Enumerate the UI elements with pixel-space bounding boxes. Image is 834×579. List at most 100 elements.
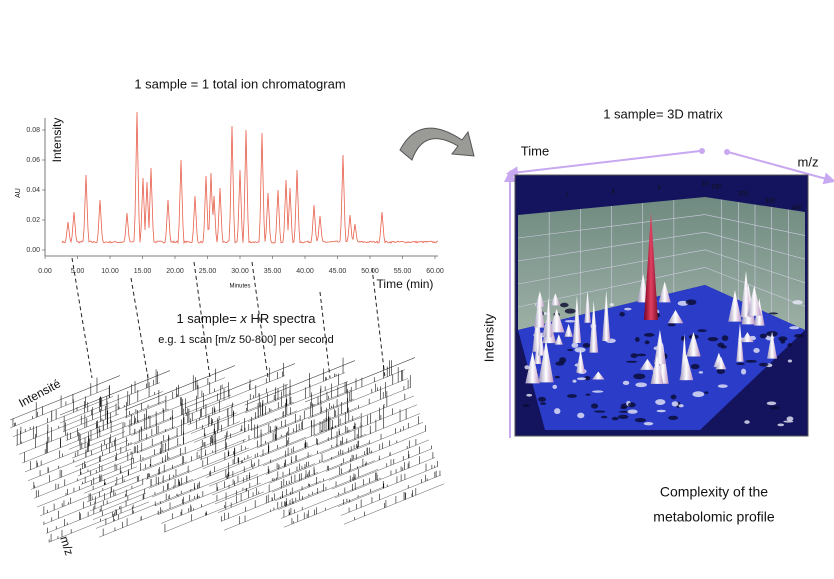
- spectrum-base: [158, 474, 258, 515]
- spectrum-base: [164, 491, 264, 533]
- spectrum-base: [281, 477, 381, 519]
- spectrum-base: [185, 375, 285, 417]
- spectrum-base: [200, 419, 300, 461]
- floor-speck: [522, 404, 530, 408]
- floor-speck: [643, 421, 654, 426]
- floor-speck: [635, 382, 647, 388]
- surface-peak: [728, 290, 742, 322]
- spectrum-base: [251, 389, 351, 431]
- spectrum: [305, 357, 444, 525]
- time-tick-label: 7: [565, 194, 569, 200]
- floor-speck: [780, 339, 786, 344]
- spectrum-base: [224, 489, 324, 531]
- y-tick-label: 0.00: [26, 247, 40, 254]
- floor-speck: [567, 394, 577, 398]
- surface-peak: [572, 295, 582, 344]
- floor-speck: [736, 362, 745, 366]
- floor-speck: [670, 394, 677, 400]
- surface-peak: [550, 293, 561, 306]
- floor-speck: [542, 312, 548, 315]
- spectrum-axis: [305, 357, 415, 403]
- spectrum-base: [131, 394, 231, 436]
- floor-speck: [609, 303, 615, 307]
- matrix-title: 1 sample= 3D matrix: [603, 106, 723, 121]
- axis-dot: [699, 148, 705, 154]
- surface-peak: [554, 334, 563, 345]
- floor-speck: [572, 379, 577, 383]
- mz-axis: [727, 151, 834, 185]
- floor-speck: [526, 393, 533, 397]
- spectrum-base: [19, 413, 119, 455]
- spectrum: [125, 365, 264, 533]
- floor-speck: [634, 417, 646, 423]
- floor-speck: [554, 408, 561, 415]
- floor-speck: [721, 335, 729, 342]
- wall-grid: [517, 249, 706, 285]
- floor-speck: [592, 390, 604, 393]
- spectrum-base: [194, 401, 294, 443]
- spectrum-base: [63, 391, 163, 432]
- mz-tick-label: 100: [711, 185, 722, 191]
- x-label: Time (min): [377, 277, 434, 291]
- x-tick-label: 45.00: [329, 268, 347, 275]
- axis-dot: [724, 149, 730, 155]
- wall-grid: [704, 249, 806, 284]
- y-tick-label: 0.02: [26, 217, 40, 224]
- spectrum-base: [332, 448, 432, 490]
- spectra-stack: [10, 257, 444, 543]
- floor-speck: [644, 340, 650, 345]
- floor-speck: [576, 377, 587, 381]
- mz-tick-label: 400: [792, 206, 803, 212]
- intensity-label: Intensity: [481, 313, 496, 362]
- surface-peak: [538, 339, 554, 383]
- floor-speck: [787, 343, 793, 347]
- spectrum-base: [317, 404, 417, 446]
- floor-speck: [777, 423, 785, 427]
- floor-speck: [554, 375, 560, 379]
- spectra-title-end: HR spectra: [247, 311, 316, 326]
- floor-speck: [787, 359, 793, 363]
- spectrum-base: [344, 483, 444, 525]
- spectrum-base: [46, 492, 146, 534]
- y-tick-label: 0.08: [26, 127, 40, 134]
- floor-speck: [778, 336, 788, 342]
- mz-tick-label: 300: [765, 199, 776, 205]
- surface-peak: [639, 358, 655, 370]
- connector: [371, 267, 386, 379]
- floor-speck: [792, 300, 803, 305]
- x-tick-label: 5.00: [71, 268, 85, 275]
- floor-speck: [590, 403, 599, 409]
- surface-peak: [534, 334, 542, 364]
- surface-peak: [644, 212, 658, 320]
- spectrum-base: [197, 410, 297, 452]
- x-tick-label: 10.00: [101, 268, 119, 275]
- spectrum-base: [66, 399, 166, 441]
- time-axis: [506, 150, 701, 179]
- connector: [193, 261, 211, 379]
- spectrum-base: [266, 433, 366, 475]
- floor-speck: [769, 406, 780, 410]
- floor-speck: [617, 414, 629, 419]
- spectrum-base: [31, 448, 131, 490]
- spectrum-base: [338, 466, 438, 507]
- x-tick-label: 50.00: [361, 268, 379, 275]
- surface-peak: [592, 371, 605, 380]
- spectrum-base: [263, 425, 363, 466]
- surface-peak: [667, 309, 684, 324]
- spectrum-base: [140, 421, 240, 463]
- floor-speck: [627, 402, 636, 408]
- surface-peak: [537, 332, 545, 356]
- spectrum-base: [43, 484, 143, 525]
- floor-speck: [601, 415, 608, 419]
- floor-speck: [538, 396, 546, 402]
- spectrum-axis: [60, 370, 170, 416]
- spectrum-base: [308, 378, 408, 419]
- floor-speck: [619, 312, 625, 317]
- floor-speck: [618, 410, 630, 413]
- spectrum-base: [305, 369, 405, 411]
- spectrum: [60, 369, 199, 538]
- x-tick-label: 0.00: [38, 268, 52, 275]
- time-tick-label: 8: [611, 190, 615, 196]
- spectrum-base: [188, 384, 288, 425]
